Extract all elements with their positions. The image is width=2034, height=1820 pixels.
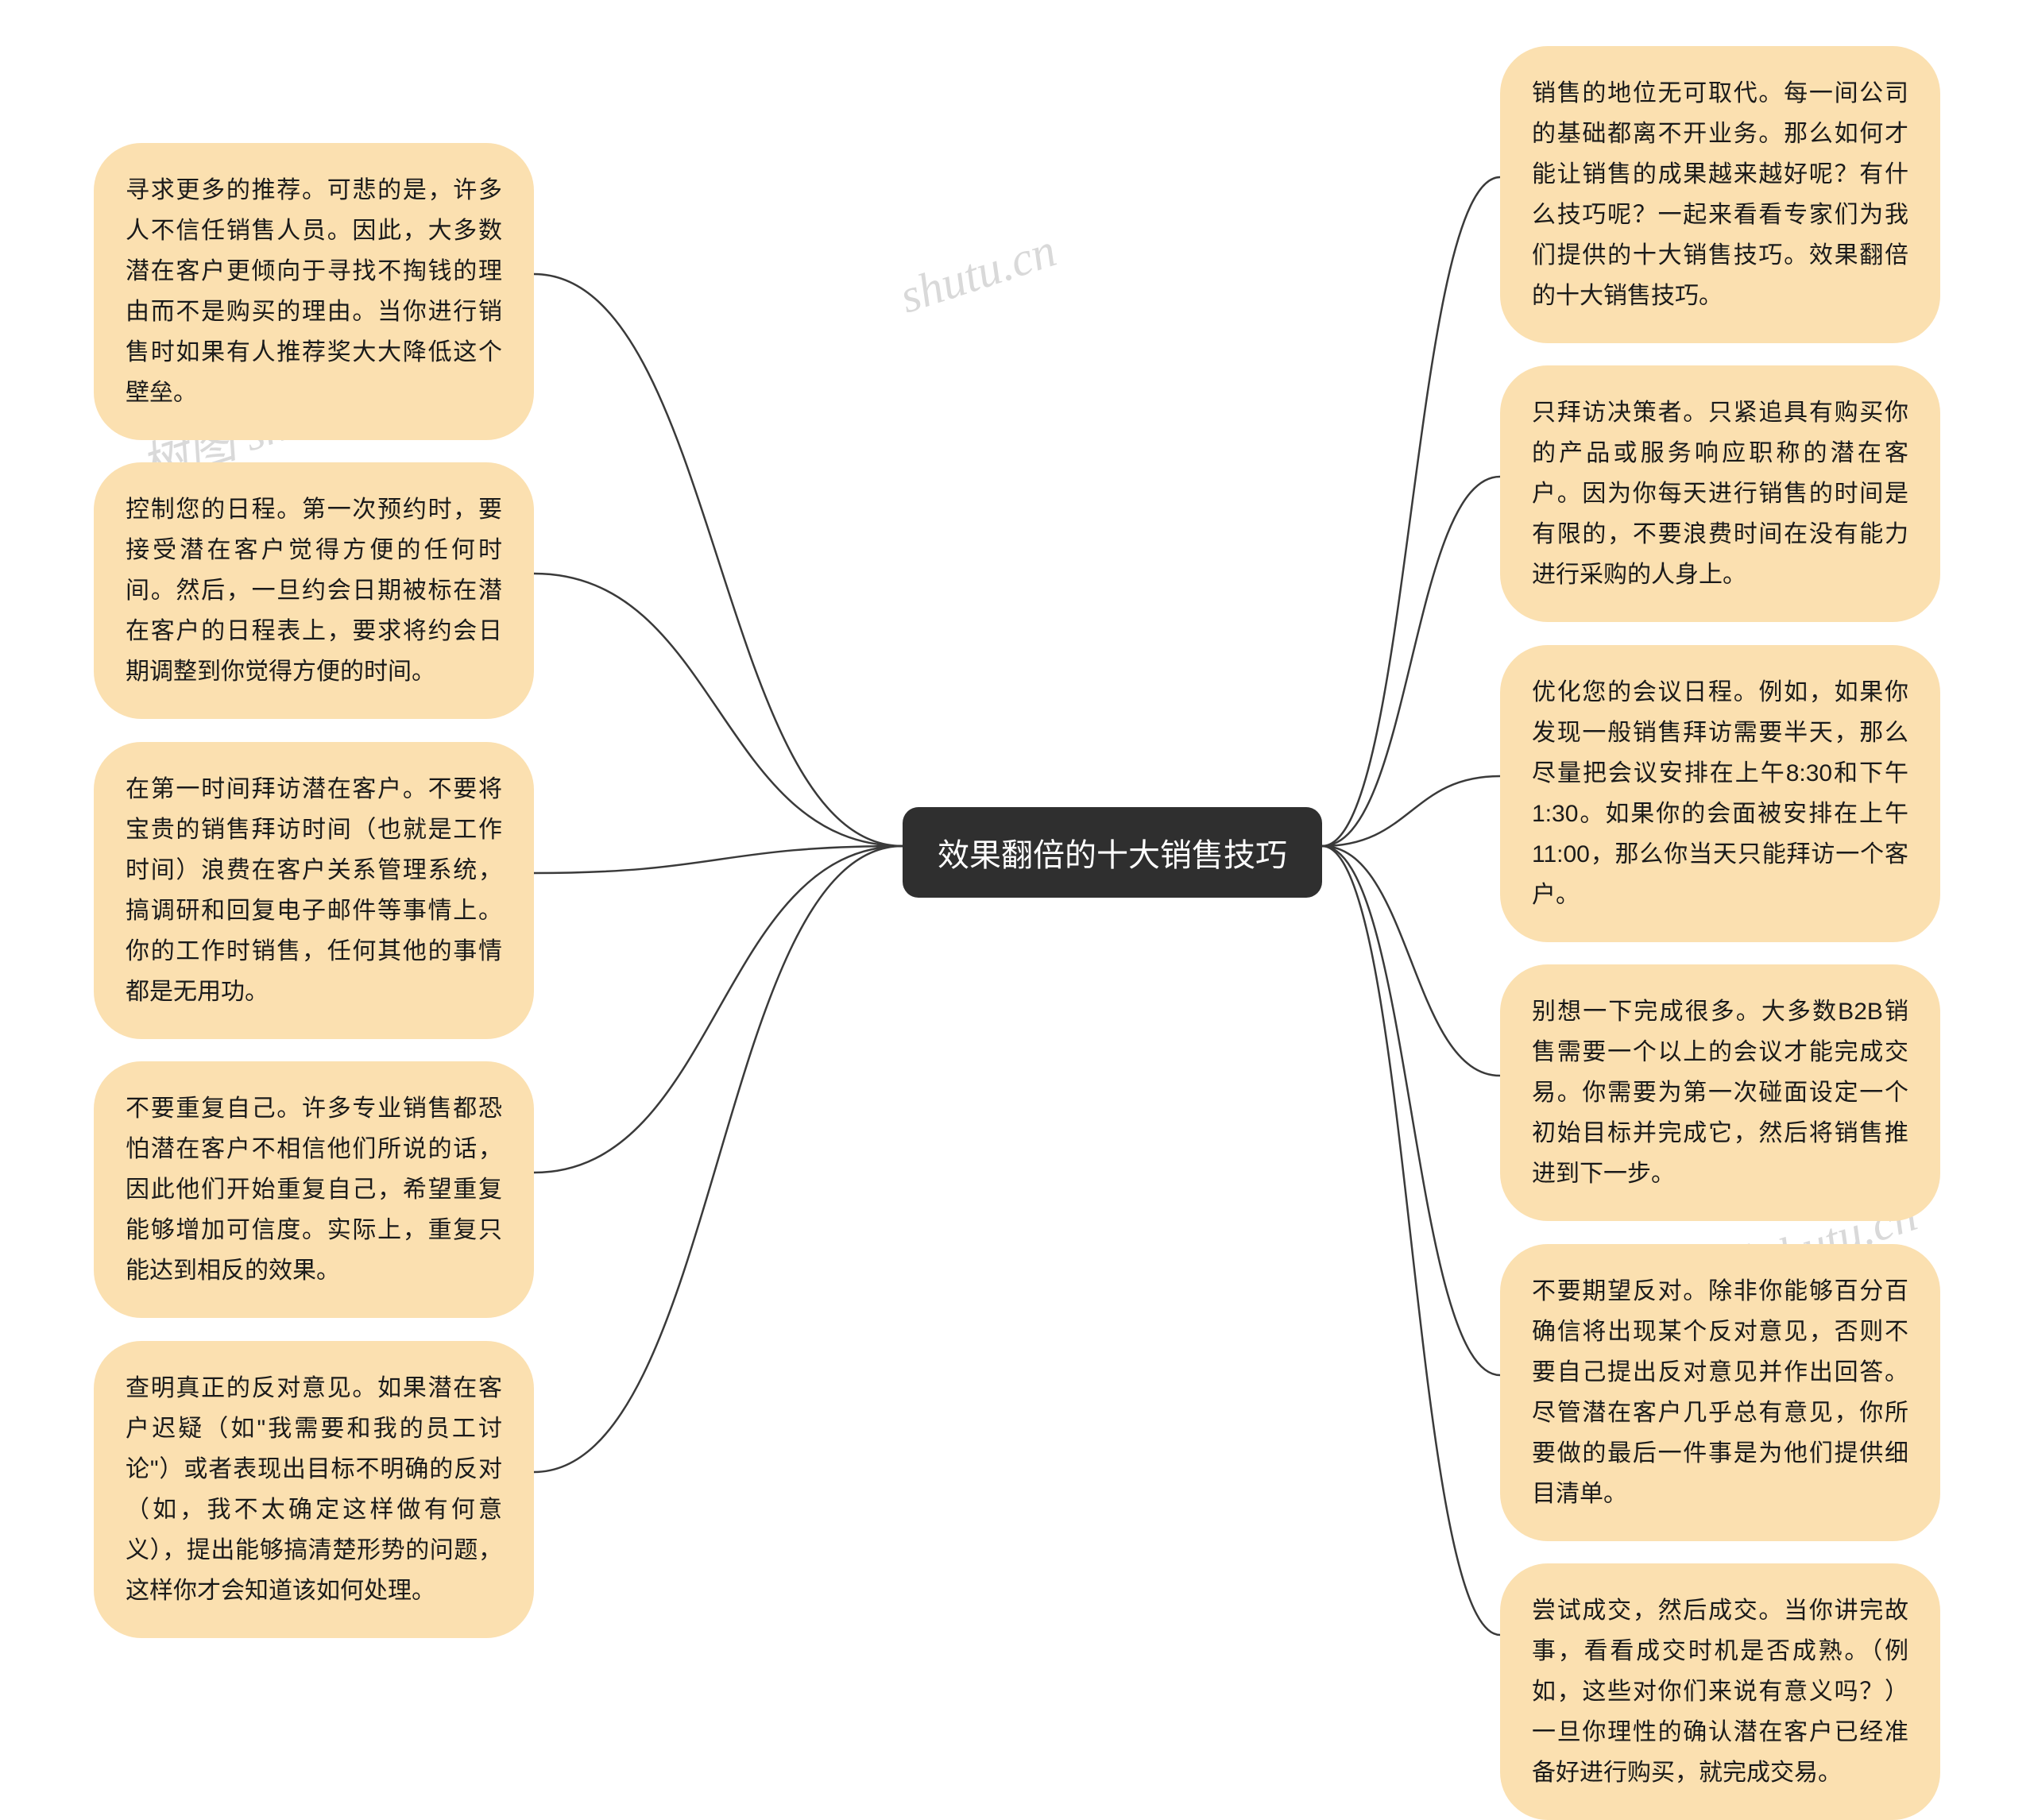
mindmap-canvas: 树图 shutu.cn树图 shutu.cn树图 shutu.cn树图 shut… [0,0,2034,1720]
leaf-node-left-0[interactable]: 寻求更多的推荐。可悲的是，许多人不信任销售人员。因此，大多数潜在客户更倾向于寻找… [94,143,534,440]
leaf-node-right-0[interactable]: 销售的地位无可取代。每一间公司的基础都离不开业务。那么如何才能让销售的成果越来越… [1500,46,1940,343]
leaf-node-right-3[interactable]: 别想一下完成很多。大多数B2B销售需要一个以上的会议才能完成交易。你需要为第一次… [1500,964,1940,1221]
center-node[interactable]: 效果翻倍的十大销售技巧 [903,807,1322,898]
leaf-node-left-2[interactable]: 在第一时间拜访潜在客户。不要将宝贵的销售拜访时间（也就是工作时间）浪费在客户关系… [94,742,534,1039]
leaf-node-right-4[interactable]: 不要期望反对。除非你能够百分百确信将出现某个反对意见，否则不要自己提出反对意见并… [1500,1244,1940,1541]
leaf-node-right-5[interactable]: 尝试成交，然后成交。当你讲完故事，看看成交时机是否成熟。（例如，这些对你们来说有… [1500,1563,1940,1820]
leaf-node-right-1[interactable]: 只拜访决策者。只紧追具有购买你的产品或服务响应职称的潜在客户。因为你每天进行销售… [1500,365,1940,622]
leaf-node-left-4[interactable]: 查明真正的反对意见。如果潜在客户迟疑（如"我需要和我的员工讨论"）或者表现出目标… [94,1341,534,1638]
leaf-node-right-2[interactable]: 优化您的会议日程。例如，如果你发现一般销售拜访需要半天，那么尽量把会议安排在上午… [1500,645,1940,942]
leaf-node-left-3[interactable]: 不要重复自己。许多专业销售都恐怕潜在客户不相信他们所说的话，因此他们开始重复自己… [94,1061,534,1318]
leaf-node-left-1[interactable]: 控制您的日程。第一次预约时，要接受潜在客户觉得方便的任何时间。然后，一旦约会日期… [94,462,534,719]
